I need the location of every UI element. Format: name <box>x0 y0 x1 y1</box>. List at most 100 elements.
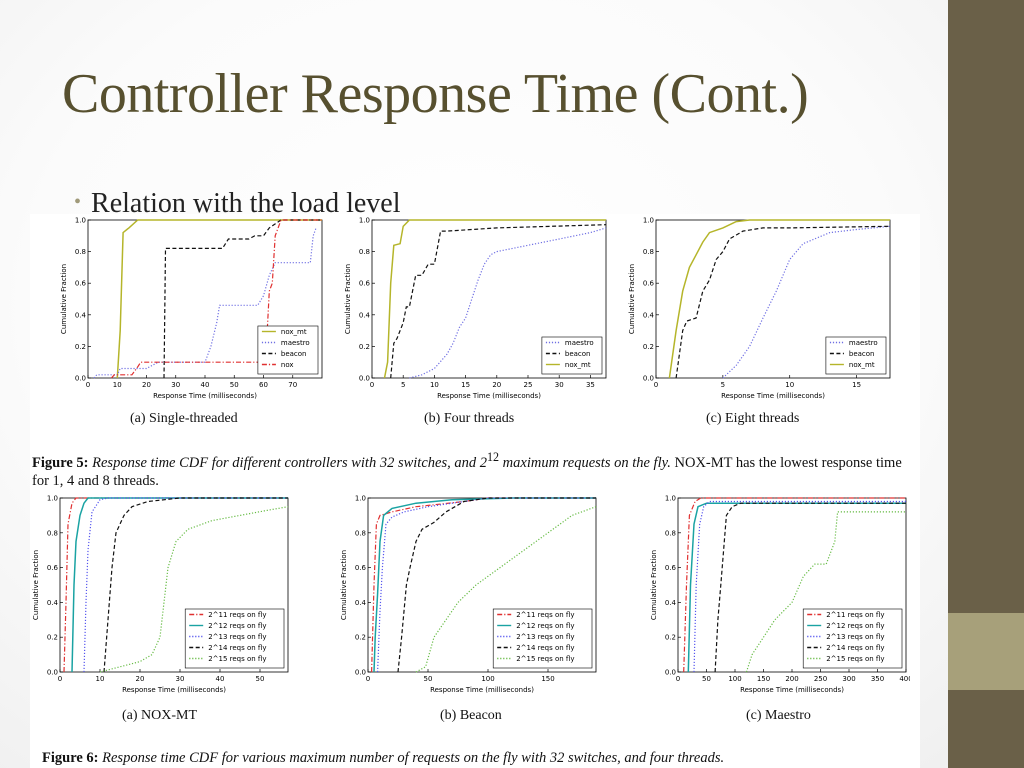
figure5-sup: 12 <box>486 450 500 464</box>
y-tick-label: 0.8 <box>359 248 370 256</box>
plot-frame <box>677 497 907 673</box>
x-tick-label: 5 <box>401 381 405 389</box>
figure6-caption: Figure 6: Response time CDF for various … <box>42 749 922 767</box>
x-tick-label: 250 <box>814 675 827 683</box>
x-tick-label: 10 <box>96 675 105 683</box>
y-tick-label: 0.0 <box>355 669 366 677</box>
series-line <box>71 497 288 673</box>
x-tick-label: 15 <box>461 381 470 389</box>
x-tick-label: 350 <box>871 675 884 683</box>
slide-title: Controller Response Time (Cont.) <box>62 63 809 125</box>
y-tick-label: 0.4 <box>643 311 655 319</box>
y-tick-label: 0.0 <box>643 375 654 383</box>
legend-label: 2^12 reqs on fly <box>208 622 266 630</box>
x-tick-label: 20 <box>142 381 151 389</box>
legend-label: nox_mt <box>565 361 591 369</box>
x-tick-label: 25 <box>524 381 533 389</box>
y-tick-label: 1.0 <box>47 495 58 503</box>
chart-fig6a: 0.0 0.2 0.4 0.6 0.8 1.0 0 10 20 30 40 50 Response Ti… <box>32 495 289 694</box>
y-tick-label: 0.4 <box>359 311 371 319</box>
series-line <box>390 224 607 379</box>
series-line <box>99 506 289 673</box>
y-tick-label: 0.0 <box>47 669 58 677</box>
legend-label: 2^13 reqs on fly <box>516 633 574 641</box>
x-tick-label: 200 <box>785 675 798 683</box>
x-tick-label: 70 <box>288 381 297 389</box>
legend-label: 2^11 reqs on fly <box>826 611 884 619</box>
figure5-label: Figure 5: <box>32 454 89 471</box>
bullet-item: • Relation with the load level <box>74 188 401 220</box>
x-axis-label: Response Time (milliseconds) <box>721 392 825 400</box>
x-tick-label: 0 <box>86 381 90 389</box>
legend-label: 2^15 reqs on fly <box>826 655 884 663</box>
figure5-text-c: NOX-MT has the lowest response time for … <box>32 454 902 489</box>
y-tick-label: 0.4 <box>355 599 367 607</box>
series-line <box>409 227 607 379</box>
y-axis-label: Cumulative Fraction <box>650 550 658 620</box>
series-line <box>93 227 317 379</box>
series-line <box>397 497 596 673</box>
legend-label: maestro <box>849 339 878 347</box>
figure5-text-b: maximum requests on the fly. <box>502 454 671 471</box>
figure6-text: Response time CDF for various maximum nu… <box>102 750 725 766</box>
x-tick-label: 15 <box>852 381 861 389</box>
x-tick-label: 10 <box>785 381 794 389</box>
series-line <box>83 497 288 673</box>
series-line <box>675 225 891 379</box>
legend-label: 2^14 reqs on fly <box>516 644 574 652</box>
x-tick-label: 0 <box>366 675 370 683</box>
series-line <box>745 511 906 673</box>
legend-label: 2^11 reqs on fly <box>208 611 266 619</box>
y-axis-label: Cumulative Fraction <box>628 264 636 334</box>
x-tick-label: 300 <box>842 675 855 683</box>
series-line <box>683 497 906 673</box>
y-tick-label: 0.0 <box>75 375 86 383</box>
subcaption-6b: (b) Beacon <box>440 708 502 723</box>
x-tick-label: 60 <box>259 381 268 389</box>
x-tick-label: 100 <box>481 675 494 683</box>
y-axis-label: Cumulative Fraction <box>344 264 352 334</box>
x-tick-label: 30 <box>555 381 564 389</box>
x-tick-label: 400 <box>899 675 910 683</box>
x-tick-label: 30 <box>171 381 180 389</box>
series-line <box>383 219 606 379</box>
chart-fig5c: 0.0 0.2 0.4 0.6 0.8 1.0 0 5 10 15 Response Time (m… <box>628 217 891 400</box>
series-line <box>103 497 288 673</box>
legend-label: 2^15 reqs on fly <box>208 655 266 663</box>
x-tick-label: 0 <box>654 381 658 389</box>
y-tick-label: 0.0 <box>359 375 370 383</box>
series-line <box>722 225 891 379</box>
x-tick-label: 0 <box>370 381 374 389</box>
x-tick-label: 0 <box>58 675 62 683</box>
x-tick-label: 50 <box>424 675 433 683</box>
y-tick-label: 0.6 <box>665 564 677 572</box>
y-tick-label: 0.0 <box>665 669 676 677</box>
y-tick-label: 1.0 <box>359 217 370 225</box>
x-tick-label: 50 <box>702 675 711 683</box>
x-tick-label: 10 <box>113 381 122 389</box>
legend-label: 2^12 reqs on fly <box>516 622 574 630</box>
subcaption-5b: (b) Four threads <box>424 411 515 426</box>
chart-fig5b: 0.0 0.2 0.4 0.6 0.8 1.0 0 5 10 15 20 25 30 35 Response… <box>344 217 607 400</box>
legend-label: 2^13 reqs on fly <box>826 633 884 641</box>
x-tick-label: 35 <box>586 381 595 389</box>
legend-label: 2^15 reqs on fly <box>516 655 574 663</box>
series-line <box>668 219 890 379</box>
y-tick-label: 1.0 <box>75 217 86 225</box>
subcaption-5a: (a) Single-threaded <box>130 411 238 426</box>
y-tick-label: 0.2 <box>75 343 86 351</box>
legend-label: 2^11 reqs on fly <box>516 611 574 619</box>
x-tick-label: 0 <box>676 675 680 683</box>
x-axis-label: Response Time (milliseconds) <box>437 392 541 400</box>
series-line <box>693 500 906 673</box>
chart-fig6c: 0.0 0.2 0.4 0.6 0.8 1.0 0 50 100 150 200 250 300 350 4… <box>650 495 910 695</box>
y-axis-label: Cumulative Fraction <box>60 264 68 334</box>
x-axis-label: Response Time (milliseconds) <box>122 686 226 694</box>
y-tick-label: 1.0 <box>665 495 676 503</box>
y-tick-label: 0.2 <box>359 343 370 351</box>
legend-label: beacon <box>849 350 875 358</box>
x-axis-label: Response Time (milliseconds) <box>153 392 257 400</box>
figure5-text-a: Response time CDF for different controll… <box>92 454 487 471</box>
x-tick-label: 10 <box>430 381 439 389</box>
y-tick-label: 1.0 <box>643 217 654 225</box>
